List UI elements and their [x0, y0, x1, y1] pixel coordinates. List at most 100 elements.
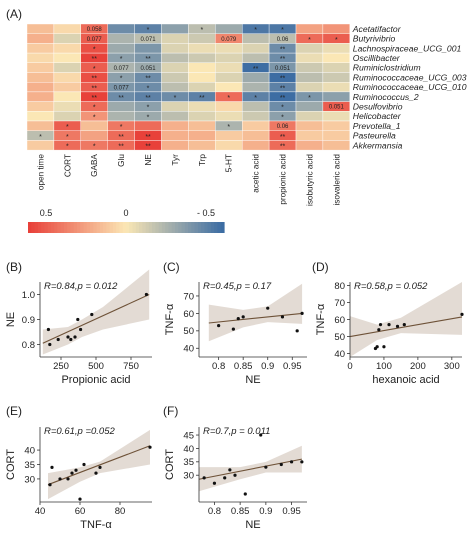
- data-point: [48, 483, 52, 487]
- heatmap-cell: [80, 130, 108, 141]
- colorbar-segment: [31, 222, 36, 233]
- data-point: [264, 465, 268, 469]
- y-tick-label: 70: [183, 291, 194, 302]
- colorbar-segment: [165, 222, 170, 233]
- colorbar-segment: [37, 222, 42, 233]
- heatmap-cell: [53, 52, 82, 63]
- heatmap-annotation: **: [92, 95, 98, 102]
- colorbar-segment: [96, 222, 101, 233]
- colorbar-segment: [207, 222, 212, 233]
- heatmap-cell: [215, 101, 243, 112]
- data-point: [300, 311, 304, 315]
- colorbar-segment: [135, 222, 140, 233]
- heatmap-cell: [161, 23, 189, 34]
- scatter-panel-b: 250 500 750 0.8 0.9 1.0 Propionic acid NE R=0.84…: [5, 269, 152, 386]
- y-tick-label: 40: [183, 344, 194, 355]
- colorbar-segment: [112, 222, 117, 233]
- heatmap-annotation: **: [280, 85, 286, 92]
- correlation-stat: R=0.45,p = 0.17: [203, 281, 272, 292]
- colorbar-segment: [106, 222, 111, 233]
- colorbar-segment: [109, 222, 114, 233]
- heatmap-cell: [26, 120, 55, 131]
- heatmap-annotation: 0.058: [87, 27, 103, 33]
- colorbar-segment: [132, 222, 137, 233]
- heatmap-cell: [161, 43, 189, 54]
- panel-label-a: (A): [6, 7, 22, 21]
- colorbar-segment: [201, 222, 205, 233]
- heatmap-annotation: *: [66, 134, 69, 141]
- panel-label-b: (B): [6, 260, 22, 274]
- heatmap-cell: [241, 72, 270, 83]
- heatmap-cell: [53, 111, 82, 122]
- colorbar-segment: [73, 222, 78, 233]
- colorbar-segment: [181, 222, 186, 233]
- data-point: [231, 327, 235, 331]
- data-point: [212, 481, 217, 485]
- heatmap-row-label: Desulfovibrio: [353, 101, 403, 111]
- y-axis-label: CORT: [164, 449, 176, 480]
- y-tick-label: 40: [334, 349, 345, 360]
- heatmap-column-label: acetic acid: [252, 154, 261, 193]
- heatmap-cell: [161, 81, 189, 93]
- x-tick-label: 0: [347, 361, 352, 372]
- heatmap-cell: [295, 120, 324, 131]
- y-tick-label: 35: [183, 457, 194, 468]
- heatmap-annotation: *: [93, 105, 96, 112]
- heatmap-annotation: *: [281, 27, 284, 34]
- heatmap-annotation: *: [147, 114, 150, 121]
- heatmap-cell: [295, 62, 324, 73]
- x-tick-label: 100: [376, 361, 392, 372]
- scatter-panel-f: 0.8 0.85 0.9 0.95 30 35 40 45 NE CORT R=0.7,p = 0.…: [164, 426, 307, 531]
- heatmap-cell: [161, 62, 189, 73]
- heatmap-column-label: propionic acid: [279, 154, 288, 205]
- y-tick-label: 60: [334, 315, 345, 326]
- data-point: [236, 317, 240, 321]
- colorbar-segment: [122, 222, 127, 233]
- colorbar-segment: [129, 222, 134, 233]
- y-tick-label: 60: [183, 309, 194, 320]
- regression-line: [47, 445, 151, 486]
- heatmap-annotation: 0.071: [141, 37, 157, 43]
- heatmap-annotation: **: [280, 46, 286, 53]
- heatmap-cell: [188, 140, 216, 151]
- data-point: [233, 473, 237, 477]
- y-axis-label: NE: [5, 312, 17, 327]
- colorbar-tick-label: - 0.5: [197, 208, 215, 218]
- regression-line: [349, 316, 463, 338]
- heatmap-annotation: 0.051: [141, 66, 157, 72]
- heatmap-column-label: NE: [144, 154, 153, 166]
- heatmap-annotation: **: [118, 143, 124, 150]
- heatmap-cell: [53, 23, 82, 34]
- heatmap-cell: [295, 43, 324, 54]
- correlation-stat: R=0.61,p =0.052: [44, 426, 115, 437]
- heatmap-cell: [241, 33, 270, 44]
- heatmap-cell: [188, 81, 216, 93]
- data-point: [50, 465, 54, 469]
- heatmap-annotation: **: [118, 134, 124, 141]
- colorbar-segment: [70, 222, 75, 233]
- colorbar-segment: [86, 222, 91, 233]
- heatmap-annotation: *: [66, 143, 69, 150]
- colorbar-segment: [158, 222, 163, 233]
- heatmap-cell: [215, 81, 243, 93]
- heatmap-annotation: **: [145, 134, 151, 141]
- x-tick-label: 0.8: [208, 506, 221, 517]
- heatmap-annotation: *: [93, 114, 96, 121]
- data-point: [66, 477, 70, 481]
- y-axis-label: TNF-α: [315, 303, 327, 335]
- data-point: [79, 327, 83, 332]
- heatmap-cell: [26, 81, 55, 93]
- heatmap-cell: [161, 52, 189, 63]
- x-tick-label: 80: [115, 506, 126, 517]
- x-tick-label: 0.95: [282, 506, 301, 517]
- heatmap-cell: [215, 52, 243, 63]
- colorbar-segment: [178, 222, 183, 233]
- data-point: [70, 471, 74, 475]
- heatmap-cell: [161, 111, 189, 122]
- heatmap-annotation: *: [254, 95, 257, 102]
- heatmap-cell: [241, 52, 270, 63]
- regression-line: [198, 458, 302, 480]
- heatmap-annotation: **: [280, 95, 286, 102]
- colorbar-segment: [220, 222, 225, 233]
- x-tick-label: 0.85: [234, 361, 253, 372]
